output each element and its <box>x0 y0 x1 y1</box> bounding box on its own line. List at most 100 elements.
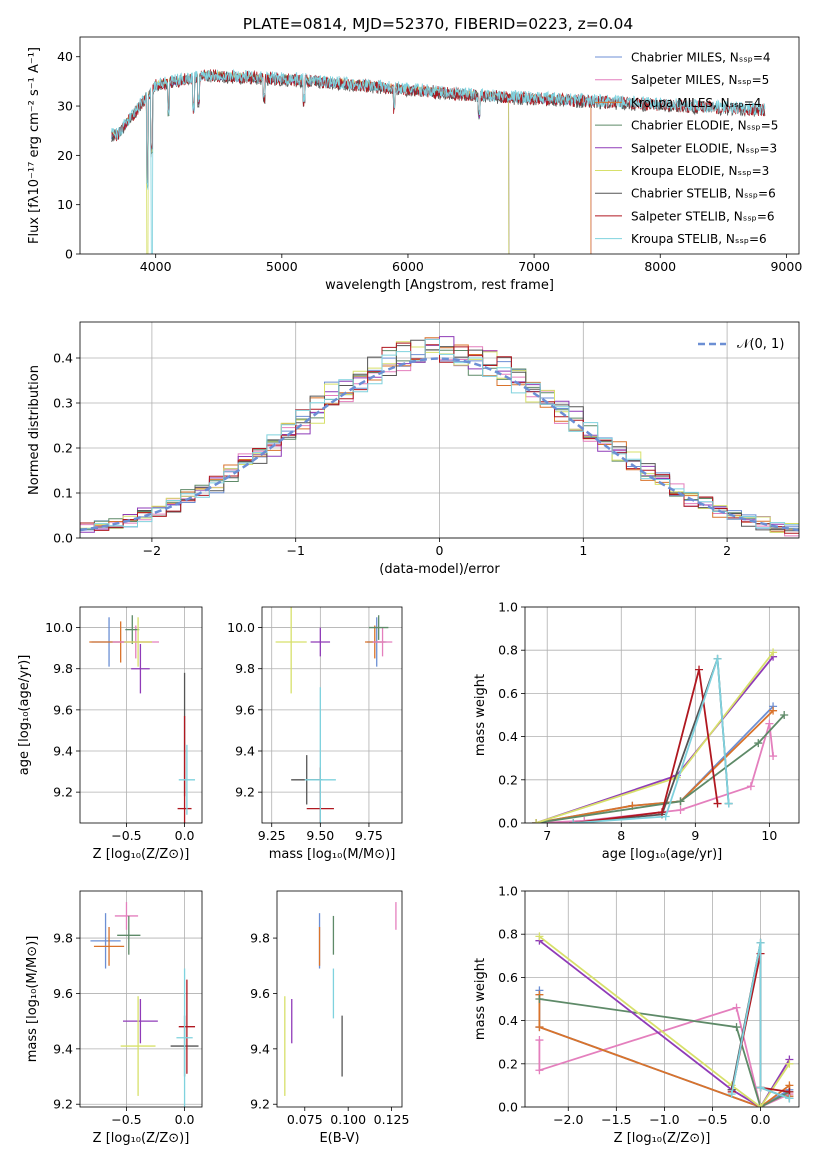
weight-marker <box>756 938 765 947</box>
y-tick-label: 1.0 <box>498 884 518 899</box>
x-tick-label: 7000 <box>518 259 550 274</box>
y-tick-label: 0.0 <box>53 531 73 546</box>
weight-marker <box>765 719 774 728</box>
axes-frame <box>524 606 800 824</box>
axes-frame <box>79 890 203 1108</box>
weight-line <box>535 651 774 823</box>
y-tick-label: 9.4 <box>235 744 255 759</box>
x-tick-label: −2.0 <box>553 1112 583 1127</box>
weight-line <box>535 714 785 823</box>
y-axis-label: age [log₁₀(age/yr)] <box>17 655 32 776</box>
y-tick-label: 0.3 <box>53 396 73 411</box>
weight-marker <box>713 799 722 808</box>
y-tick-label: 1.0 <box>498 600 518 615</box>
weight-marker <box>754 739 763 748</box>
legend-label: Kroupa MILES, Nₛₛₚ=4 <box>631 96 761 110</box>
x-tick-label: 0.0 <box>751 1112 771 1127</box>
axes-frame <box>261 606 403 824</box>
legend-label: Kroupa STELIB, Nₛₛₚ=6 <box>631 232 767 246</box>
x-axis-label: age [log₁₀(age/yr)] <box>602 847 723 862</box>
weight-marker <box>769 752 778 761</box>
weight-marker <box>676 806 685 815</box>
spectrum-line <box>111 70 510 254</box>
y-tick-label: 30 <box>57 99 73 114</box>
y-tick-label: 9.8 <box>250 931 270 946</box>
legend-label: Salpeter STELIB, Nₛₛₚ=6 <box>631 209 775 223</box>
errorbar-point <box>117 915 141 955</box>
panel-4: 7 8 9 10 0.0 0.2 0.4 0.6 0.8 1.0 age [log₁₀(age/yr… <box>473 600 800 862</box>
x-axis-label: Z [log₁₀(Z/Z⊙)] <box>93 1131 190 1146</box>
y-axis-label: mass weight <box>473 958 488 1040</box>
x-tick-label: 4000 <box>140 259 172 274</box>
errorbar-point <box>122 999 158 1044</box>
y-tick-label: 9.4 <box>53 1041 73 1056</box>
plot-area <box>535 932 794 1107</box>
errorbar-point <box>131 644 150 694</box>
y-tick-label: 0.4 <box>498 1013 518 1028</box>
panel-2: −0.5 0.0 9.2 9.4 9.6 9.8 10.0 Z [log₁₀(Z/Z⊙)] ag… <box>17 606 203 862</box>
y-tick-label: 40 <box>57 49 73 64</box>
gaussian-curve <box>80 357 799 532</box>
errorbar-point <box>124 617 153 667</box>
x-tick-label: 6000 <box>392 259 424 274</box>
y-tick-label: 0.8 <box>498 927 518 942</box>
errorbar-point <box>93 927 125 966</box>
errorbar-point <box>177 716 192 823</box>
grid-lines <box>525 606 799 824</box>
y-tick-label: 9.6 <box>53 702 73 717</box>
x-tick-label: 9.50 <box>306 828 334 843</box>
weight-marker <box>535 1023 544 1032</box>
x-axis-label: Z [log₁₀(Z/Z⊙)] <box>614 1131 711 1146</box>
weight-line <box>535 710 774 823</box>
y-tick-label: 0.6 <box>498 970 518 985</box>
errorbar-point <box>310 627 331 657</box>
x-tick-label: 9.75 <box>355 828 383 843</box>
y-tick-label: 0.1 <box>53 486 73 501</box>
weight-marker <box>661 812 670 821</box>
x-tick-label: 0 <box>436 543 444 558</box>
errorbar-point <box>125 615 140 645</box>
panel-1: −2 −1 0 1 2 0.0 0.1 0.2 0.3 0.4 (data-model)/error… <box>27 321 800 577</box>
plot-area <box>275 607 393 823</box>
weight-line <box>730 942 790 1100</box>
panel-3: 9.25 9.50 9.75 9.2 9.4 9.6 9.8 10.0 mass [log₁₀(… <box>227 606 403 862</box>
x-tick-label: −1.5 <box>601 1112 631 1127</box>
errorbar-point <box>90 913 121 969</box>
x-tick-label: 10 <box>761 828 777 843</box>
legend-label: Salpeter ELODIE, Nₛₛₚ=3 <box>631 141 777 155</box>
weight-marker <box>785 1094 794 1103</box>
axes-frame <box>524 890 800 1108</box>
axes-frame <box>79 606 203 824</box>
spectrum-line <box>111 70 766 187</box>
weight-marker <box>713 654 722 663</box>
x-tick-label: 5000 <box>266 259 298 274</box>
weight-marker <box>658 808 666 817</box>
x-tick-label: 1 <box>579 543 587 558</box>
y-tick-label: 0.2 <box>53 441 73 456</box>
weight-marker <box>756 1083 765 1092</box>
weight-line <box>573 658 730 823</box>
y-tick-label: 9.8 <box>53 931 73 946</box>
grid-lines <box>262 607 402 823</box>
y-tick-label: 9.4 <box>250 1041 270 1056</box>
axes-frame <box>276 890 403 1108</box>
x-tick-label: 8000 <box>644 259 676 274</box>
x-tick-label: −1 <box>286 543 304 558</box>
errorbar-point <box>176 968 193 1107</box>
panel-5: −0.5 0.0 9.2 9.4 9.6 9.8 Z [log₁₀(Z/Z⊙)] mass [… <box>25 890 203 1146</box>
x-tick-label: −0.5 <box>697 1112 727 1127</box>
grid-lines <box>80 607 202 823</box>
y-tick-label: 0.0 <box>498 816 518 831</box>
x-tick-label: −2 <box>143 543 161 558</box>
y-tick-label: 0 <box>65 247 73 262</box>
y-tick-label: 9.2 <box>250 1097 270 1112</box>
x-tick-label: 9 <box>691 828 699 843</box>
y-tick-label: 0.6 <box>498 686 518 701</box>
y-axis-label: mass weight <box>473 674 488 756</box>
y-tick-label: 9.2 <box>235 785 255 800</box>
weight-line <box>535 656 774 823</box>
x-tick-label: −0.5 <box>111 1112 141 1127</box>
legend-label: Salpeter MILES, Nₛₛₚ=5 <box>631 73 769 87</box>
spectrum-line <box>111 72 510 254</box>
